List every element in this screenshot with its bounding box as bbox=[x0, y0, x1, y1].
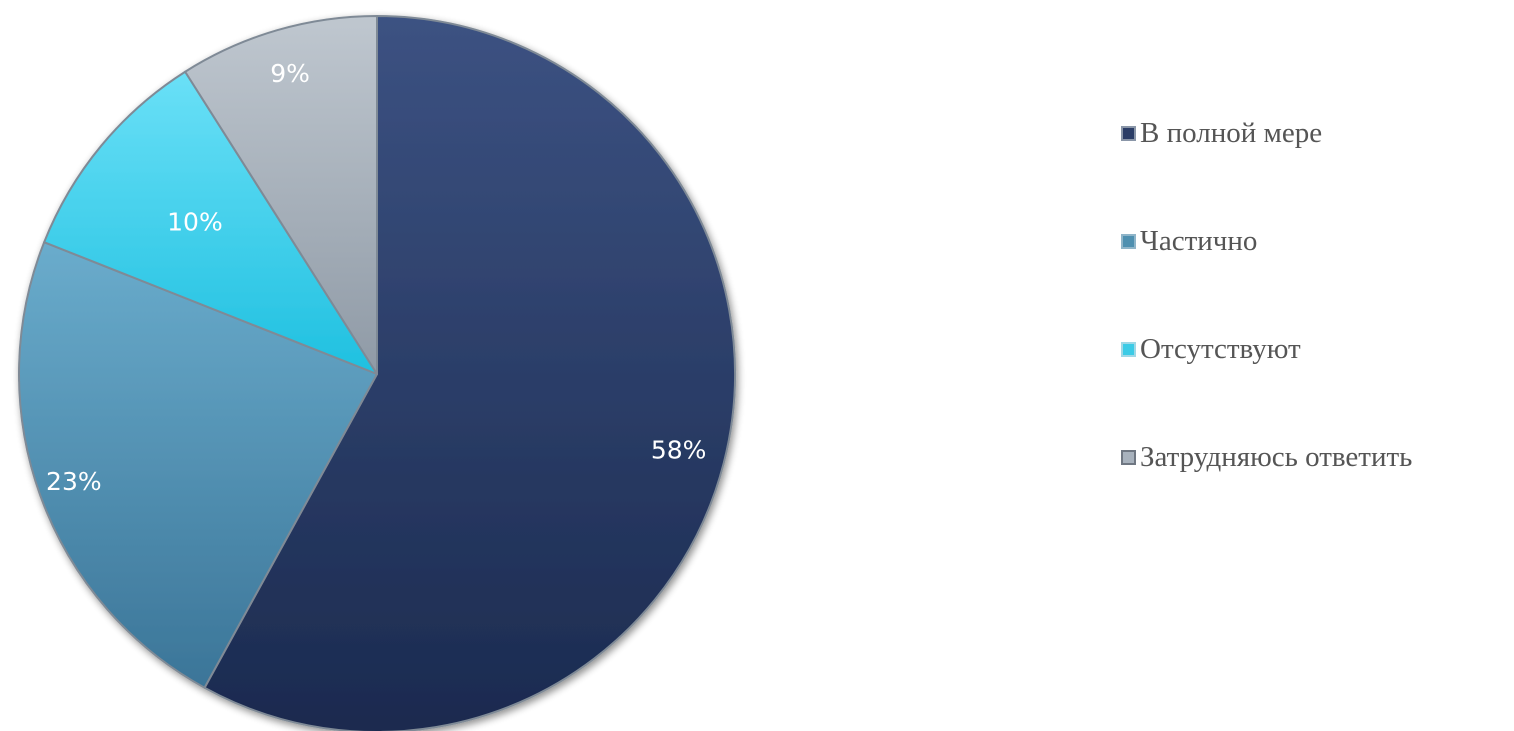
data-label: 9% bbox=[270, 59, 310, 88]
slice-full bbox=[203, 15, 736, 731]
legend-label: Затрудняюсь ответить bbox=[1140, 440, 1413, 473]
pie-slices bbox=[18, 15, 736, 731]
legend-item-absent: Отсутствуют bbox=[1121, 329, 1412, 369]
data-label: 10% bbox=[167, 207, 223, 236]
legend-item-partial: Частично bbox=[1121, 221, 1412, 261]
legend-swatch bbox=[1121, 125, 1136, 141]
legend-item-full: В полной мере bbox=[1121, 113, 1412, 153]
legend-label: Частично bbox=[1140, 224, 1258, 257]
slice-undecided bbox=[184, 15, 378, 375]
data-label: 23% bbox=[46, 467, 102, 496]
data-label: 58% bbox=[651, 435, 707, 464]
legend-label: Отсутствуют bbox=[1140, 332, 1301, 365]
slice-absent bbox=[43, 70, 378, 375]
legend-label: В полной мере bbox=[1140, 116, 1323, 149]
slice-partial bbox=[18, 241, 378, 689]
legend-swatch bbox=[1121, 341, 1136, 357]
legend-swatch bbox=[1121, 449, 1136, 465]
pie-data-labels: 58% 23% 10% 9% bbox=[46, 59, 706, 496]
legend-swatch bbox=[1121, 233, 1136, 249]
legend-item-undecided: Затрудняюсь ответить bbox=[1121, 437, 1412, 477]
legend: В полной мере Частично Отсутствуют Затру… bbox=[1121, 113, 1412, 545]
pie-chart: 58% 23% 10% 9% bbox=[18, 15, 736, 731]
